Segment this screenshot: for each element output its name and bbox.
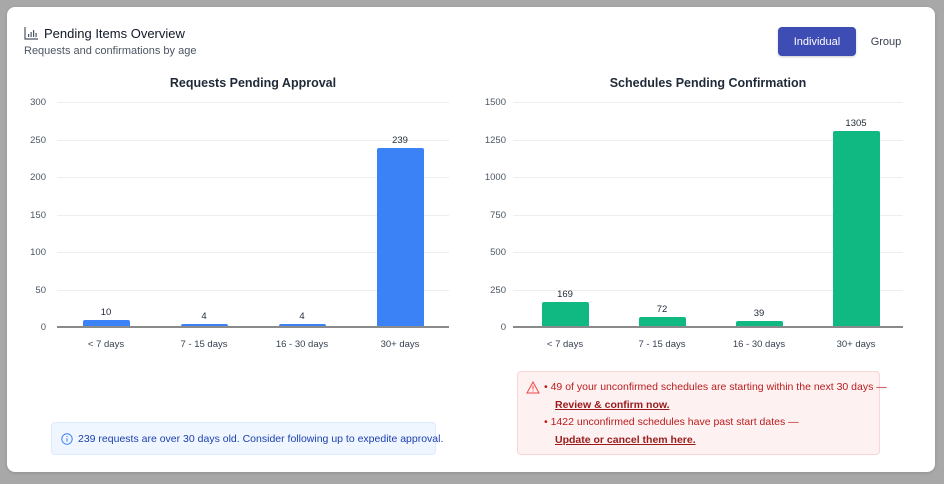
info-alert-text: 239 requests are over 30 days old. Consi… [78,433,444,445]
info-alert: 239 requests are over 30 days old. Consi… [51,422,443,455]
bar-value-label: 1305 [845,118,867,129]
update-cancel-link[interactable]: Update or cancel them here. [555,434,696,446]
y-tick: 100 [30,247,46,258]
x-tick: 7 - 15 days [638,339,686,350]
y-tick: 750 [490,210,506,221]
group-toggle-button[interactable]: Group [860,27,912,56]
bar-16-30-days[interactable] [279,324,326,327]
bar-value-label: 10 [100,307,112,318]
gridline [513,102,903,103]
schedules-chart-title: Schedules Pending Confirmation [609,76,807,90]
y-tick: 150 [30,210,46,221]
review-confirm-link[interactable]: Review & confirm now. [555,399,670,411]
bar-lt-7-days[interactable] [542,302,589,327]
x-axis [513,326,903,328]
x-tick: 30+ days [836,339,876,350]
gridline [513,252,903,253]
gridline [57,140,449,141]
individual-toggle-button[interactable]: Individual [778,27,856,56]
warning-line-past: • 1422 unconfirmed schedules have past s… [544,416,799,428]
x-tick: 30+ days [380,339,420,350]
x-tick: < 7 days [546,339,584,350]
bar-lt-7-days[interactable] [83,320,130,327]
gridline [57,102,449,103]
gridline [57,290,449,291]
y-tick: 200 [30,172,46,183]
x-axis [57,326,449,328]
info-icon [61,433,73,445]
gridline [513,140,903,141]
gridline [513,290,903,291]
warning-alert: • 49 of your unconfirmed schedules are s… [517,371,887,455]
bar-value-label: 4 [299,311,305,322]
bar-30-plus-days[interactable] [833,131,880,327]
y-tick: 1500 [484,97,506,108]
bar-30-plus-days[interactable] [377,148,424,327]
gridline [57,215,449,216]
y-tick: 1000 [484,172,506,183]
y-tick: 50 [35,285,46,296]
warning-triangle-icon [526,381,540,394]
x-tick: 16 - 30 days [275,339,329,350]
gridline [57,252,449,253]
x-tick: < 7 days [87,339,125,350]
gridline [513,177,903,178]
pending-items-card: Pending Items Overview Requests and conf… [7,7,935,472]
bar-7-15-days[interactable] [181,324,228,327]
bar-value-label: 169 [557,289,573,300]
y-tick: 0 [40,322,46,333]
x-tick: 7 - 15 days [180,339,228,350]
bar-16-30-days[interactable] [736,321,783,327]
y-tick: 1250 [484,135,506,146]
gridline [513,215,903,216]
x-tick: 16 - 30 days [732,339,786,350]
bar-value-label: 239 [392,135,408,146]
page-subtitle: Requests and confirmations by age [24,45,197,57]
bar-value-label: 72 [656,304,668,315]
warning-line-upcoming: • 49 of your unconfirmed schedules are s… [544,381,887,393]
page-title: Pending Items Overview [44,26,185,41]
y-tick: 500 [490,247,506,258]
y-tick: 250 [490,285,506,296]
y-tick: 250 [30,135,46,146]
gridline [57,177,449,178]
y-tick: 300 [30,97,46,108]
requests-chart-title: Requests Pending Approval [169,76,337,90]
bar-7-15-days[interactable] [639,317,686,327]
bar-chart-icon [24,27,38,40]
bar-value-label: 39 [753,308,765,319]
y-tick: 0 [500,322,506,333]
bar-value-label: 4 [201,311,207,322]
